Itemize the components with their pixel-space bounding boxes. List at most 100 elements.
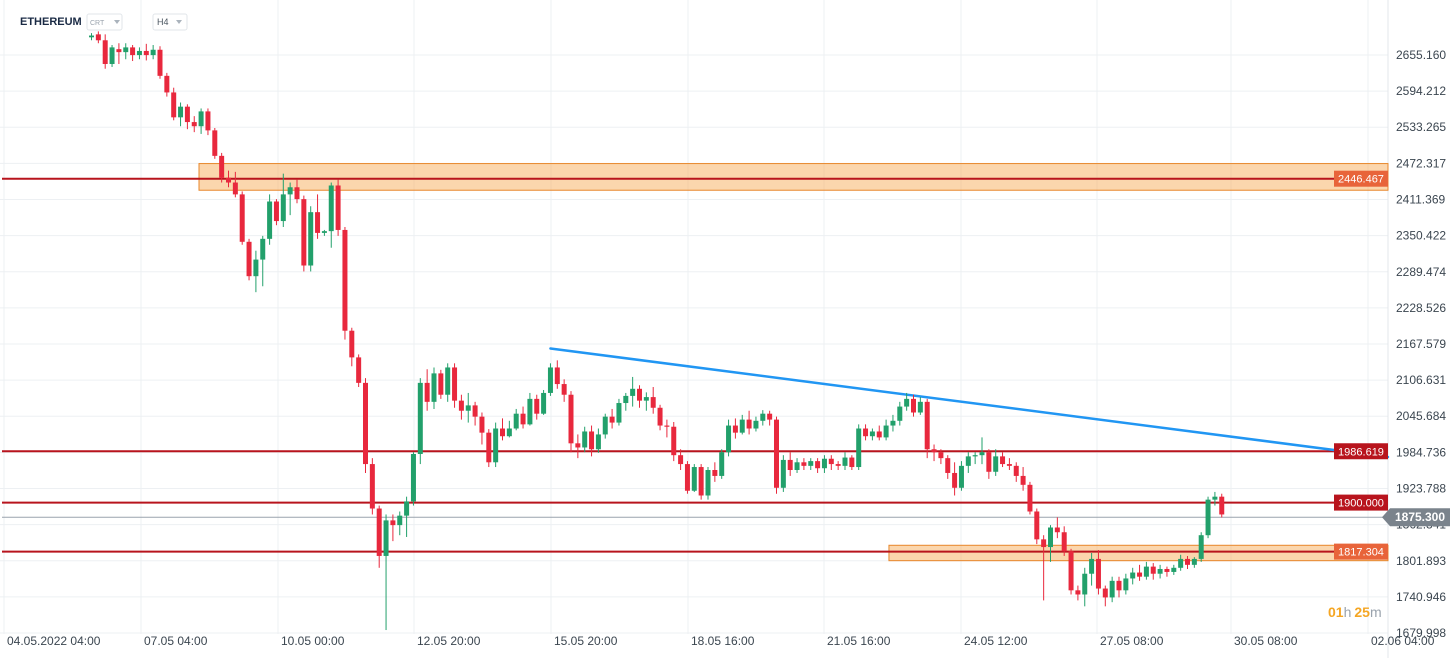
candle <box>308 206 314 272</box>
candle <box>273 199 279 226</box>
candle-body <box>1027 484 1033 512</box>
candle <box>472 401 478 426</box>
timeframe-label: H4 <box>157 17 169 27</box>
candle <box>260 235 266 287</box>
candle-body <box>157 49 163 76</box>
candle-body <box>95 34 101 41</box>
timeframe-dropdown-icon[interactable] <box>176 20 182 24</box>
candle-body <box>637 388 642 401</box>
candle-body <box>1123 578 1129 591</box>
candle-body <box>404 501 410 516</box>
candle-body <box>390 520 396 526</box>
candle-body <box>602 416 608 435</box>
candle <box>602 413 608 439</box>
candle <box>109 45 115 67</box>
candle-body <box>417 382 423 454</box>
candle-body <box>287 187 293 195</box>
candle-body <box>260 238 266 260</box>
badge-box[interactable] <box>86 13 123 31</box>
candle <box>774 416 779 494</box>
candle <box>863 424 869 441</box>
price-tags: 2446.467 1986.619 1900.000 1817.304 1875.300 <box>1334 170 1450 560</box>
candle-body <box>1000 456 1006 465</box>
candle <box>732 418 738 439</box>
candle-body <box>589 431 595 450</box>
candle-body <box>356 357 362 383</box>
candle <box>479 412 485 445</box>
candle <box>780 455 786 492</box>
candle <box>1171 564 1177 575</box>
candle <box>458 394 464 420</box>
candle-body <box>452 367 458 401</box>
timer-hours: 01 <box>1328 604 1344 620</box>
candle-body <box>534 398 540 414</box>
candle-body <box>1061 532 1067 552</box>
candle-body <box>1020 475 1026 485</box>
candle <box>321 229 327 236</box>
trendline-layer[interactable] <box>549 347 1390 459</box>
candle <box>1068 548 1074 595</box>
candle <box>1075 585 1081 601</box>
candle-body <box>410 453 416 502</box>
candle <box>232 171 238 198</box>
candle <box>95 31 101 44</box>
candle-body <box>582 431 588 448</box>
candle <box>911 394 916 417</box>
candle-body <box>1109 580 1115 598</box>
timeframe-selector[interactable] <box>152 13 188 31</box>
candle-body <box>1191 558 1197 565</box>
candle <box>349 327 355 367</box>
candle-body <box>952 472 958 488</box>
price-tick-label: 1679.998 <box>1396 626 1446 640</box>
candle <box>582 426 588 453</box>
candle-body <box>1143 566 1149 577</box>
candle-body <box>267 201 273 239</box>
candle-body <box>705 470 711 496</box>
candle <box>1212 491 1218 506</box>
descending-trendline[interactable] <box>549 347 1390 459</box>
candle <box>883 419 889 441</box>
candle-body <box>219 155 225 178</box>
candle <box>301 195 307 272</box>
candle <box>815 458 821 473</box>
candle <box>753 416 759 432</box>
candle <box>828 455 834 471</box>
candle <box>130 45 136 62</box>
timer-hours-unit: h <box>1344 604 1352 620</box>
candle-body <box>842 457 848 466</box>
time-axis: 04.05.2022 04:00 07.05 04:00 10.05 00:00 12… <box>7 634 1435 648</box>
candle <box>945 455 951 479</box>
candle <box>184 104 190 130</box>
candle-body <box>1137 572 1143 577</box>
price-tick-label: 2350.422 <box>1396 229 1446 243</box>
candle <box>246 238 252 281</box>
candle-body <box>109 47 115 64</box>
candle-body <box>246 241 252 277</box>
candle-body <box>273 201 279 222</box>
candle-body <box>575 443 581 448</box>
candle-body <box>897 406 903 421</box>
candle <box>486 429 492 468</box>
candle-body <box>876 431 882 438</box>
level-price-tag-label: 2446.467 <box>1338 174 1384 186</box>
candle <box>931 444 937 462</box>
candle-body <box>869 431 875 437</box>
horizontal-levels[interactable] <box>2 177 1388 553</box>
candle-body <box>547 367 553 393</box>
candle-body <box>500 428 505 437</box>
candle <box>356 354 362 388</box>
candle <box>917 397 923 415</box>
candle-body <box>363 382 368 465</box>
time-tick-label: 18.05 16:00 <box>691 634 755 648</box>
candle-body <box>1013 465 1019 476</box>
candle <box>650 387 656 414</box>
candle-body <box>1006 464 1012 466</box>
candle-body <box>164 75 170 93</box>
badge-dropdown-icon[interactable] <box>114 20 120 24</box>
candle-body <box>205 111 211 131</box>
candle <box>541 389 547 415</box>
candle <box>390 514 396 542</box>
candle-body <box>753 420 759 429</box>
